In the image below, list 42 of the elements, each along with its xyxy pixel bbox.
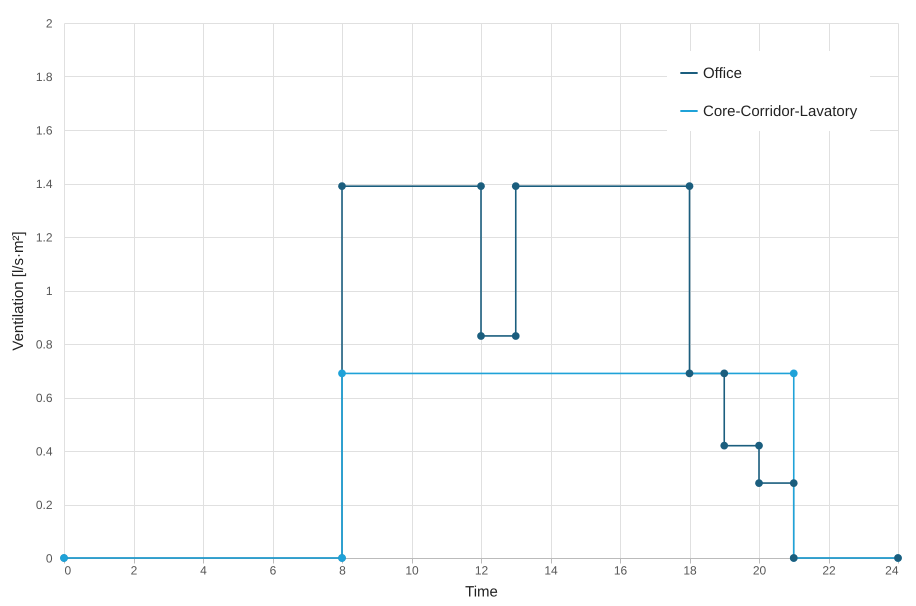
x-tick-label: 20 xyxy=(752,564,766,578)
x-axis-title: Time xyxy=(465,584,498,600)
x-tick-label: 10 xyxy=(405,564,419,578)
y-tick-label: 1.2 xyxy=(36,230,53,244)
point xyxy=(686,182,694,190)
y-tick-label: 0.4 xyxy=(36,444,53,458)
x-tick-label: 4 xyxy=(200,564,208,578)
x-tick-label: 18 xyxy=(683,564,697,578)
y-tick-label: 2 xyxy=(46,16,53,30)
y-axis-title: Ventilation [l/s·m²] xyxy=(10,231,27,351)
y-tick-label: 1.8 xyxy=(36,70,53,84)
point xyxy=(338,370,346,378)
x-tick-label: 16 xyxy=(614,564,628,578)
x-tick-label: 14 xyxy=(544,564,558,578)
x-tick-label: 12 xyxy=(474,564,488,578)
legend-label: Core-Corridor-Lavatory xyxy=(703,103,858,120)
point xyxy=(720,442,728,450)
y-tick-label: 0 xyxy=(46,552,53,566)
y-tick-label: 0.6 xyxy=(36,391,53,405)
point xyxy=(477,332,485,340)
x-tick-label: 2 xyxy=(130,564,138,578)
y-tick-label: 0.8 xyxy=(36,338,53,352)
point xyxy=(512,182,520,190)
point xyxy=(790,479,798,487)
point xyxy=(755,442,763,450)
point xyxy=(755,479,763,487)
y-tick-label: 0.2 xyxy=(36,498,53,512)
point xyxy=(338,182,346,190)
x-tick-label: 8 xyxy=(339,564,346,578)
y-tick-label: 1 xyxy=(46,284,53,298)
legend-label: Office xyxy=(703,65,742,82)
x-tick-label: 22 xyxy=(822,564,836,578)
point xyxy=(512,332,520,340)
point xyxy=(477,182,485,190)
point xyxy=(720,370,728,378)
x-tick-label: 24 xyxy=(885,564,899,578)
y-tick-label: 1.6 xyxy=(36,124,53,138)
x-tick-label: 0 xyxy=(64,564,72,578)
y-tick-label: 1.4 xyxy=(36,177,53,191)
x-tick-label: 6 xyxy=(270,564,277,578)
point xyxy=(686,370,694,378)
point xyxy=(790,370,798,378)
